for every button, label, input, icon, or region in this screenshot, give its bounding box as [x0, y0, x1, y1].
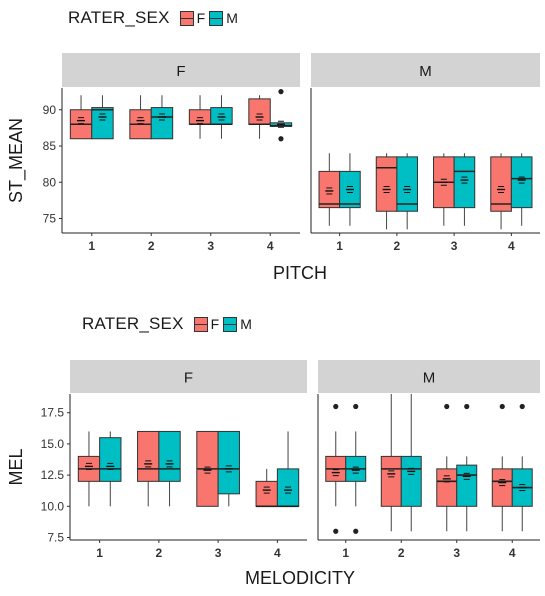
pitch-figure: RATER_SEX F M ST_MEAN 75 80 85 90 PITCH F 1 2 3 4 M…	[0, 0, 545, 296]
pitch-facet-f-box-m-3	[210, 107, 233, 125]
mel-facet-f-box-m-1	[99, 437, 122, 482]
pitch-facet-f-box-m-1	[91, 107, 114, 140]
mel-facet-m-x-tick-label: 2	[398, 546, 405, 560]
pitch-facet-f-box-f-3	[188, 109, 212, 125]
pitch-facet-m-box-f-4	[490, 156, 512, 212]
pitch-legend-label-m: M	[226, 10, 238, 26]
melodicity-figure: RATER_SEX F M MEL 7.5 10.0 12.5 15.0 17.5 MELO…	[0, 296, 545, 591]
pitch-facet-f-box-m-2	[150, 107, 174, 140]
pitch-facet-f-box-m-4-outlier	[278, 136, 284, 142]
mel-facet-m-box-m-4-outlier	[519, 403, 525, 410]
mel-facet-f-box-m-4	[276, 468, 300, 507]
mel-facet-m-box-m-2	[400, 455, 422, 507]
mel-facet-f-x-tick-label: 1	[96, 546, 103, 560]
mel-legend-title: RATER_SEX	[82, 314, 184, 333]
mel-facet-m-box-f-2	[380, 455, 402, 507]
pitch-facet-f-box-m-4-outlier	[278, 89, 284, 95]
mel-facet-f-strip-label: F	[184, 370, 193, 387]
pitch-facet-m-strip	[311, 53, 540, 87]
mel-facet-m-box-f-1-outlier	[333, 403, 339, 410]
mel-facet-m-x-tick-label: 1	[342, 546, 349, 560]
mel-facet-m-box-f-4-outlier	[499, 403, 505, 410]
pitch-facet-f-strip	[62, 53, 300, 87]
pitch-facet-f-strip-label: F	[176, 63, 185, 80]
pitch-facet-m-x-tick-label: 2	[394, 239, 401, 253]
mel-facet-m-box-m-3	[456, 464, 478, 507]
pitch-facet-m-x-tick-label: 3	[451, 239, 458, 253]
pitch-legend: RATER_SEX F M	[68, 8, 238, 28]
mel-facet-m-x-tick-label: 3	[453, 546, 460, 560]
mel-facet-f-x-tick-label: 3	[215, 546, 222, 560]
pitch-facet-m-x-tick-label: 1	[336, 239, 343, 253]
pitch-y-tick-label: 75	[43, 212, 57, 226]
mel-facet-f-box-m-2	[158, 430, 181, 482]
pitch-facet-m-x-tick-label: 4	[508, 239, 515, 253]
pitch-y-tick-label: 80	[43, 175, 57, 189]
mel-facet-f-strip	[70, 360, 307, 393]
pitch-facet-f-x-tick-label: 1	[88, 239, 95, 253]
mel-y-tick-label: 15.0	[41, 437, 65, 451]
pitch-legend-key-f	[179, 10, 194, 26]
mel-legend-key-m	[223, 316, 238, 332]
mel-facet-m-strip	[318, 360, 540, 393]
mel-y-tick-label: 12.5	[41, 468, 65, 482]
mel-y-tick-label: 7.5	[47, 531, 64, 545]
pitch-facet-m-box-m-2	[396, 156, 418, 212]
mel-facet-m-box-f-3-outlier	[444, 403, 450, 410]
mel-facet-m-box-f-4	[491, 468, 513, 507]
mel-facet-f-x-tick-label: 2	[156, 546, 163, 560]
mel-y-tick-label: 17.5	[41, 406, 65, 420]
mel-legend-label-f: F	[210, 316, 220, 332]
pitch-legend-title: RATER_SEX	[68, 8, 170, 27]
pitch-facet-m-box-m-4	[510, 156, 533, 209]
pitch-y-axis-label: ST_MEAN	[6, 118, 27, 203]
pitch-legend-key-m	[209, 10, 224, 26]
pitch-facet-f-x-tick-label: 4	[267, 239, 274, 253]
pitch-facet-f-x-tick-label: 3	[207, 239, 214, 253]
melodicity-chart: MEL 7.5 10.0 12.5 15.0 17.5 MELODICITY F 1 2 3 4 M 1 2…	[6, 360, 540, 588]
mel-facet-m-x-tick-label: 4	[509, 546, 516, 560]
mel-facet-m-box-m-1-outlier	[353, 403, 359, 410]
mel-legend-label-m: M	[240, 316, 252, 332]
pitch-chart: ST_MEAN 75 80 85 90 PITCH F 1 2 3 4 M 1 2 3 4	[6, 53, 540, 283]
mel-legend: RATER_SEX F M	[82, 314, 252, 334]
pitch-facet-m-box-f-2	[375, 156, 398, 212]
pitch-facet-m-box-f-1	[318, 170, 341, 209]
mel-y-tick-label: 10.0	[41, 499, 65, 513]
pitch-facet-f-x-tick-label: 2	[148, 239, 155, 253]
mel-facet-f-box-f-4	[255, 480, 278, 507]
mel-legend-key-f	[193, 316, 208, 332]
mel-x-axis-label: MELODICITY	[245, 568, 355, 588]
mel-facet-m-box-m-3-outlier	[464, 403, 470, 410]
pitch-facet-m-strip-label: M	[419, 63, 432, 80]
pitch-y-tick-label: 85	[43, 139, 57, 153]
pitch-x-axis-label: PITCH	[273, 263, 327, 283]
pitch-facet-m-box-m-3	[453, 156, 476, 209]
pitch-y-tick-label: 90	[43, 103, 57, 117]
mel-y-axis-label: MEL	[6, 448, 26, 485]
mel-facet-f-box-m-3	[217, 430, 240, 495]
mel-facet-f-x-tick-label: 4	[274, 546, 281, 560]
pitch-legend-label-f: F	[196, 10, 206, 26]
mel-facet-m-box-f-3	[436, 468, 458, 507]
mel-facet-m-strip-label: M	[423, 370, 436, 387]
mel-facet-m-box-f-1-outlier	[333, 528, 339, 534]
mel-facet-f-box-f-2	[137, 430, 160, 482]
mel-facet-m-box-m-1-outlier	[353, 528, 359, 534]
